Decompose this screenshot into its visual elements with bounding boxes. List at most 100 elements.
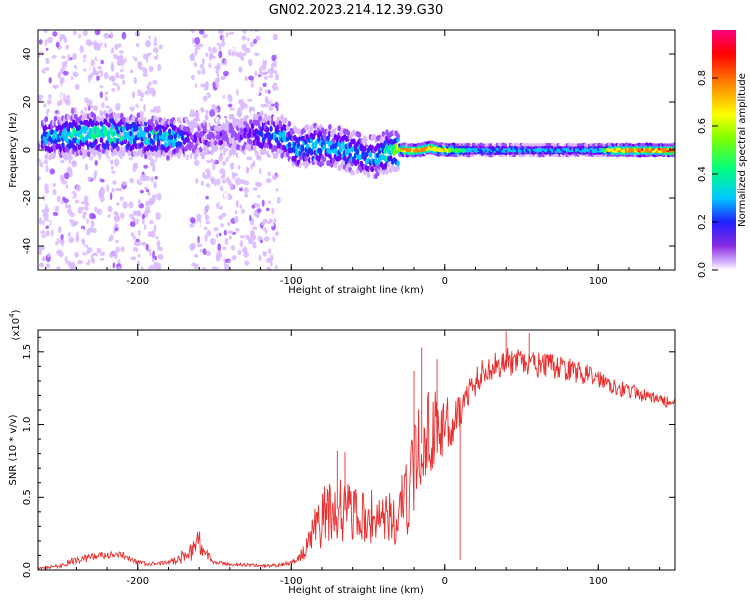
spectrogram-cell [180, 134, 185, 141]
spectrogram-cell [80, 64, 84, 70]
spectrogram-cell [262, 251, 268, 255]
spectrogram-cell [225, 79, 232, 84]
spectrogram-cell [154, 69, 158, 75]
spectrogram-cell [207, 171, 211, 179]
spectrogram-cell [219, 139, 224, 146]
spectrogram-cell [138, 85, 142, 91]
spectrogram-cell [264, 164, 268, 171]
spectrogram-cell [62, 196, 66, 202]
spectrogram-cell [209, 238, 216, 246]
spectrogram-cell [216, 42, 220, 46]
spectrogram-cell [115, 102, 121, 111]
spectrogram-cell [64, 60, 68, 66]
spectrogram-cell [56, 249, 63, 256]
spectrogram-cell [198, 77, 201, 83]
spectrogram-cell [273, 46, 277, 51]
spectrogram-cell [365, 151, 369, 158]
spectrogram-cell [228, 207, 233, 213]
spectrogram-cell [132, 166, 136, 173]
spectrogram-cell [241, 35, 247, 41]
spectrogram-cell [223, 229, 227, 236]
spectrogram-cell [76, 231, 79, 239]
spectrogram-cell [672, 144, 675, 149]
spectrogram-cell [196, 60, 202, 66]
spectrogram-cell [270, 261, 273, 267]
spectrogram-cell [203, 208, 208, 216]
spectrogram-cell [103, 32, 110, 40]
spectrogram-cell [256, 136, 260, 142]
spectrogram-cell [148, 236, 153, 240]
spectrogram-cell [111, 187, 115, 193]
spectrogram-cell [156, 240, 161, 249]
spectrogram-cell [225, 32, 229, 38]
spectrogram-cell [39, 162, 44, 168]
spectrogram-cell [248, 75, 254, 81]
spectrogram-cell [241, 208, 245, 214]
spectrogram-cell [55, 241, 59, 246]
spectrogram-cell [173, 133, 177, 140]
spectrogram-cell [131, 91, 136, 99]
spectrogram-cell [215, 74, 218, 78]
spectrogram-cell [112, 94, 116, 102]
spectrogram-cell [43, 159, 49, 165]
spectrogram-cell [74, 83, 80, 90]
spectrogram-cell [337, 125, 342, 132]
spectrogram-cell [43, 30, 48, 34]
spectrogram-cell [112, 229, 116, 234]
spectrogram-cell [238, 66, 243, 73]
spectrogram-cell [227, 103, 233, 108]
spectrogram-cell [136, 173, 140, 181]
spectrogram-cell [244, 76, 248, 81]
spectrogram-cell [62, 70, 69, 76]
spectrogram-cell [256, 182, 263, 188]
spectrogram-cell [210, 120, 214, 127]
spectrogram-cell [252, 172, 259, 180]
spectrogram-cell [110, 165, 114, 170]
spectrogram-cell [130, 103, 134, 108]
spectrogram-cell [339, 163, 343, 170]
spectrogram-cell [264, 95, 269, 104]
spectrogram-cell [120, 246, 125, 252]
spectrogram-cell [143, 103, 146, 112]
spectrogram-cell [63, 222, 69, 228]
spectrogram-cell [387, 161, 391, 168]
spectrogram-cell [385, 168, 389, 175]
spectrogram-cell [250, 149, 255, 156]
spectrogram-cell [152, 250, 156, 259]
snr-plot-area [38, 331, 675, 570]
spectrogram-cell [243, 251, 249, 258]
spectrogram-cell [110, 62, 114, 68]
spectrogram-cell [274, 178, 281, 186]
spectrogram-cell [215, 83, 219, 89]
spectrogram-cell [237, 151, 242, 158]
spectrogram-cell [83, 255, 89, 263]
spectrogram-cell [189, 109, 195, 116]
spectrogram-cell [79, 45, 84, 53]
spectrogram-cell [143, 224, 147, 230]
spectrogram-cell [162, 117, 166, 124]
spectrogram-cell [155, 105, 161, 114]
spectrogram-cell [209, 52, 214, 56]
spectrogram-x-tick-label: 0 [442, 276, 448, 287]
spectrogram-cell [205, 195, 209, 200]
spectrogram-cell [229, 107, 235, 111]
spectrogram-cell [253, 38, 258, 45]
spectrogram-cell [237, 111, 242, 118]
spectrogram-cell [38, 140, 41, 144]
spectrogram-cell [202, 95, 208, 102]
spectrogram-cell [152, 237, 158, 244]
spectrogram-cell [274, 152, 279, 159]
spectrogram-cell [254, 70, 257, 77]
spectrogram-cell [65, 95, 71, 100]
spectrogram-cell [85, 202, 89, 207]
spectrogram-cell [208, 46, 212, 53]
spectrogram-cell [208, 153, 212, 160]
spectrogram-cell [218, 81, 221, 85]
spectrogram-cell [90, 129, 95, 136]
spectrogram-cell [113, 249, 116, 255]
spectrogram-cell [136, 112, 141, 119]
spectrogram-cell [85, 206, 89, 212]
spectrogram-cell [241, 52, 247, 56]
spectrogram-cell [154, 176, 158, 180]
colorbar-label: Normalized spectral amplitude [737, 73, 748, 227]
